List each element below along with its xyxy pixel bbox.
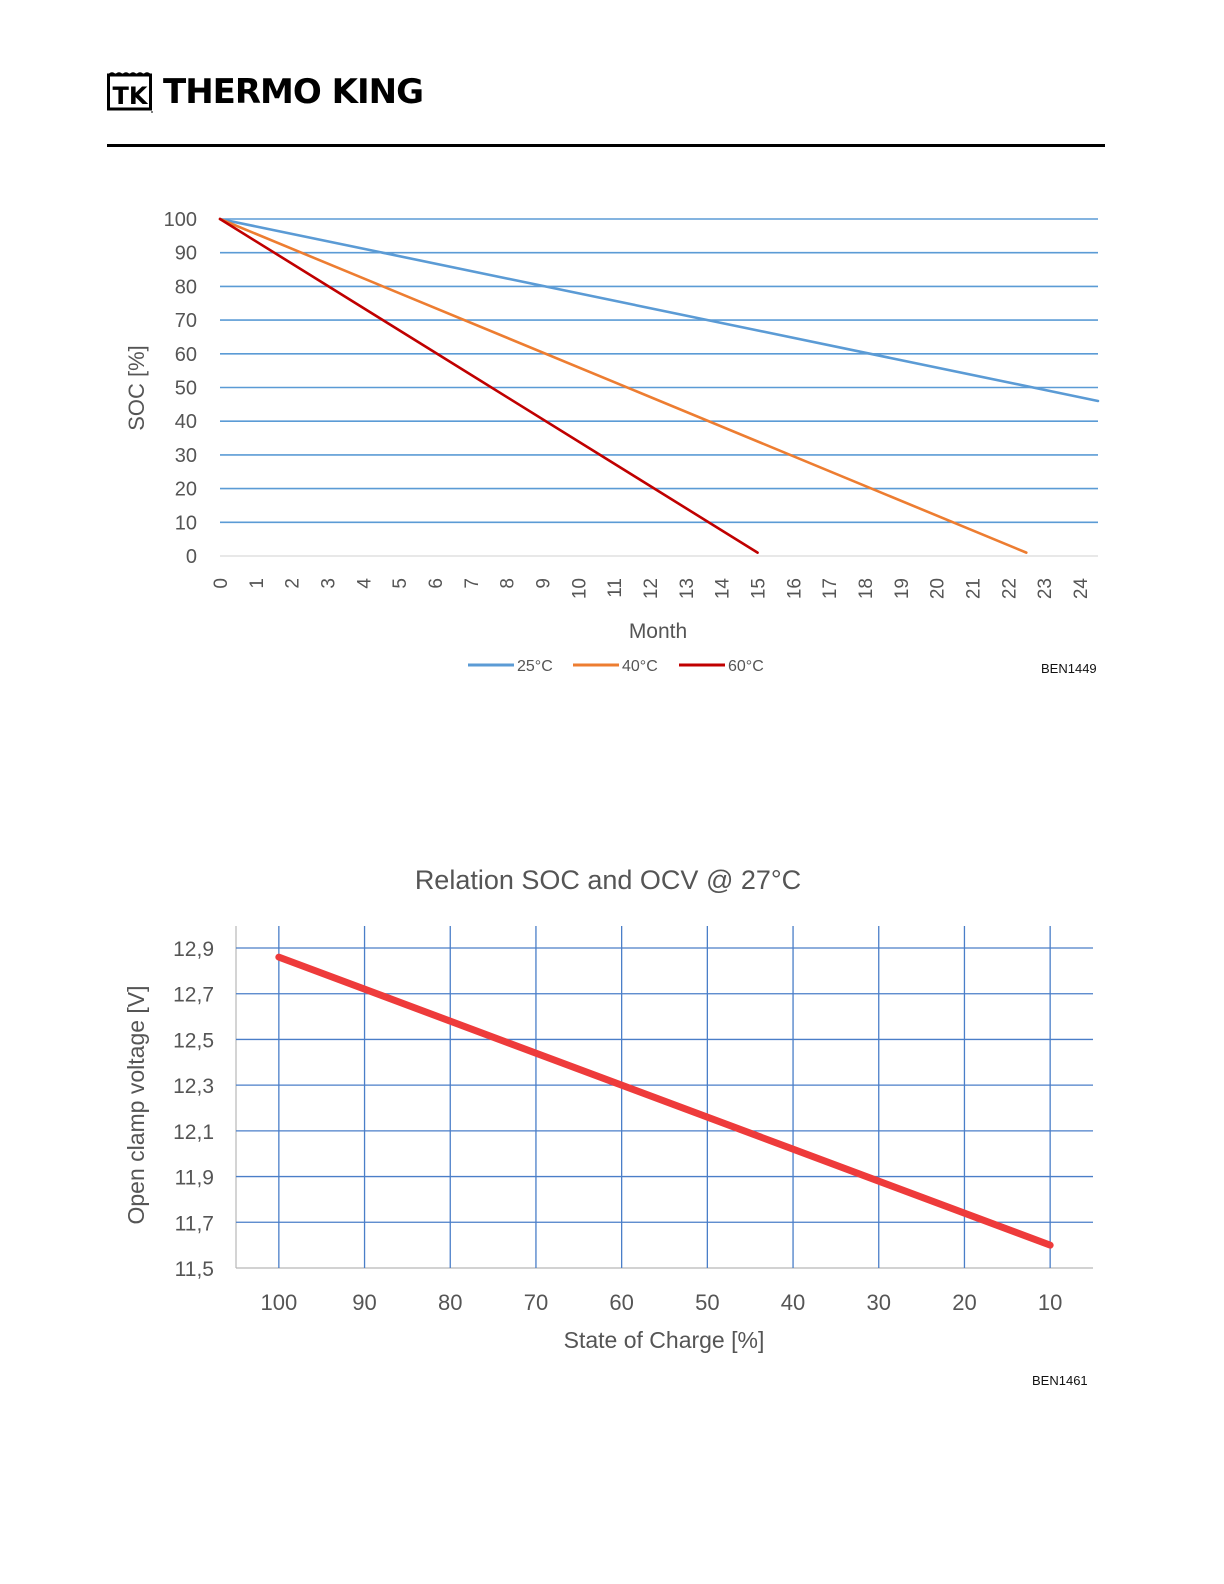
y-tick-labels: 12,9 12,7 12,5 12,3 12,1 11,9 11,7 11,5 xyxy=(173,938,214,1281)
y-tick-label: 11,5 xyxy=(175,1258,214,1281)
x-tick-label: 4 xyxy=(354,578,375,589)
x-tick-label: 18 xyxy=(856,578,877,599)
series-line-1 xyxy=(218,217,1028,554)
series-line-0 xyxy=(218,217,1100,403)
y-tick-label: 70 xyxy=(175,310,197,332)
x-tick-label: 100 xyxy=(260,1290,297,1315)
x-tick-label: 3 xyxy=(319,578,340,589)
x-tick-label: 90 xyxy=(352,1290,376,1315)
grid-lines xyxy=(220,218,1098,557)
thermo-king-logo-icon: TK xyxy=(107,72,153,113)
y-tick-label: 40 xyxy=(175,411,197,433)
x-tick-labels: 100 90 80 70 60 50 40 30 20 10 xyxy=(260,1290,1062,1315)
x-axis-label: Month xyxy=(629,620,687,643)
grid-lines xyxy=(235,926,1093,1269)
soc-ocv-chart: Relation SOC and OCV @ 27°C 12,9 12,7 12,5… xyxy=(123,865,1093,1388)
y-tick-label: 11,9 xyxy=(175,1167,214,1190)
x-tick-label: 20 xyxy=(952,1290,976,1315)
x-tick-label: 19 xyxy=(892,578,913,599)
legend-label-2: 60°C xyxy=(728,658,764,675)
logo-lettering: TK xyxy=(113,82,149,110)
y-tick-label: 0 xyxy=(186,546,197,568)
x-tick-label: 30 xyxy=(867,1290,891,1315)
y-tick-label: 12,9 xyxy=(173,938,214,961)
x-tick-label: 17 xyxy=(820,578,841,599)
x-tick-label: 16 xyxy=(784,578,805,599)
y-tick-label: 12,3 xyxy=(173,1075,214,1098)
x-tick-label: 22 xyxy=(999,578,1020,599)
y-tick-label: 10 xyxy=(175,512,197,534)
y-tick-label: 12,7 xyxy=(173,984,214,1007)
x-tick-label: 24 xyxy=(1071,578,1092,600)
x-tick-label: 80 xyxy=(438,1290,462,1315)
series-line-2 xyxy=(218,217,759,554)
y-axis-label: Open clamp voltage [V] xyxy=(123,985,149,1224)
x-tick-label: 8 xyxy=(498,578,519,589)
x-tick-label: 40 xyxy=(781,1290,805,1315)
x-tick-label: 1 xyxy=(247,578,268,589)
y-tick-label: 80 xyxy=(175,276,197,298)
page-header: TK THERMO KING xyxy=(0,0,1224,150)
x-axis-label: State of Charge [%] xyxy=(564,1327,765,1353)
x-tick-label: 6 xyxy=(426,578,447,589)
y-tick-label: 12,1 xyxy=(173,1121,214,1144)
x-tick-label: 10 xyxy=(1038,1290,1062,1315)
ocv-line xyxy=(275,953,1054,1249)
x-tick-label: 5 xyxy=(390,578,411,589)
x-tick-label: 70 xyxy=(524,1290,548,1315)
x-tick-label: 23 xyxy=(1035,578,1056,599)
series-lines xyxy=(218,217,1100,554)
x-tick-label: 0 xyxy=(211,578,232,589)
x-tick-label: 14 xyxy=(713,578,734,600)
y-tick-label: 11,7 xyxy=(175,1212,214,1235)
y-tick-label: 12,5 xyxy=(173,1029,214,1052)
y-tick-label: 30 xyxy=(175,445,197,467)
brand-name: THERMO KING xyxy=(163,72,424,112)
y-tick-label: 50 xyxy=(175,378,197,400)
x-tick-label: 9 xyxy=(534,578,555,589)
legend-label-1: 40°C xyxy=(622,658,658,675)
y-tick-label: 20 xyxy=(175,479,197,501)
series-lines xyxy=(275,953,1054,1249)
figure-id: BEN1461 xyxy=(1032,1373,1088,1388)
x-tick-label: 2 xyxy=(283,578,304,589)
y-tick-label: 100 xyxy=(164,209,197,231)
legend: 25°C 40°C 60°C xyxy=(468,658,764,675)
figure-id: BEN1449 xyxy=(1041,661,1097,676)
x-tick-label: 10 xyxy=(569,578,590,599)
header-divider xyxy=(107,144,1105,147)
x-tick-label: 13 xyxy=(677,578,698,599)
x-tick-label: 50 xyxy=(695,1290,719,1315)
x-tick-label: 20 xyxy=(928,578,949,599)
legend-label-0: 25°C xyxy=(517,658,553,675)
chart-title: Relation SOC and OCV @ 27°C xyxy=(415,865,801,895)
y-axis-label: SOC [%] xyxy=(124,345,149,431)
x-tick-labels: 0 1 2 3 4 5 6 7 8 9 10 11 12 13 14 15 16 17 18 19 20 21 22 23 24 xyxy=(211,578,1092,600)
y-tick-label: 90 xyxy=(175,243,197,265)
x-tick-label: 12 xyxy=(641,578,662,599)
y-tick-label: 60 xyxy=(175,344,197,366)
x-tick-label: 21 xyxy=(964,578,985,599)
x-tick-label: 11 xyxy=(605,578,626,598)
x-tick-label: 60 xyxy=(609,1290,633,1315)
x-tick-label: 15 xyxy=(749,578,770,599)
x-tick-label: 7 xyxy=(462,578,483,589)
